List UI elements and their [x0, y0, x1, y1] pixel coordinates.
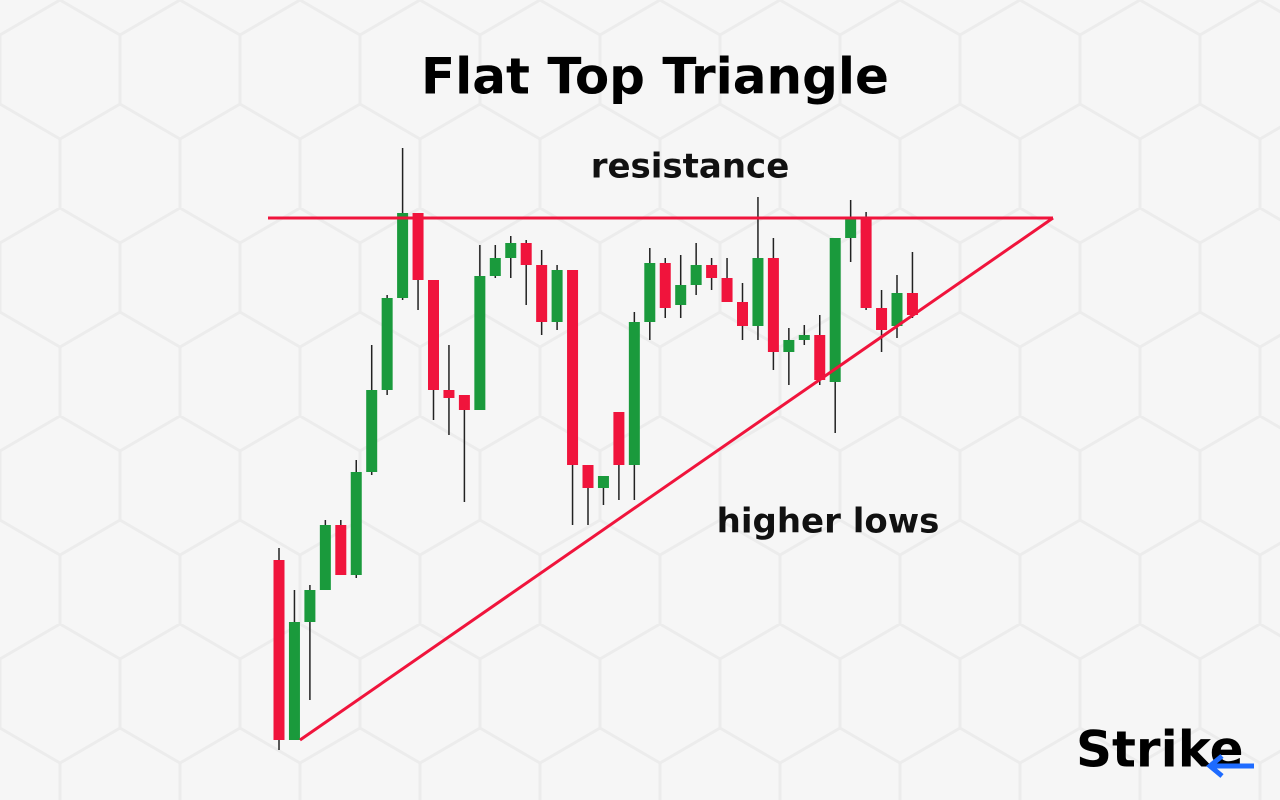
candle-body — [613, 412, 625, 465]
candle-body — [582, 465, 594, 488]
candle-body — [489, 258, 501, 276]
candle-body — [458, 395, 470, 410]
candle-body — [335, 525, 347, 575]
candle-body — [845, 218, 857, 238]
candle-body — [381, 298, 393, 390]
candle-body — [752, 258, 764, 326]
candles — [273, 148, 918, 750]
candle-body — [829, 238, 841, 382]
candle-body — [876, 308, 888, 330]
annotation: resistance — [591, 147, 790, 187]
candle-body — [288, 622, 300, 740]
candle-body — [659, 263, 671, 308]
candle-body — [767, 258, 779, 352]
annotation: higher lows — [717, 502, 940, 542]
candle-body — [721, 278, 733, 302]
candle-body — [551, 270, 563, 322]
brand-arrow — [1206, 754, 1254, 778]
candle-body — [628, 322, 640, 465]
candle-body — [397, 213, 409, 298]
candle-body — [536, 265, 548, 322]
candle-body — [474, 276, 486, 410]
candle-body — [737, 302, 748, 326]
trend-line — [299, 216, 1054, 742]
candle-body — [675, 285, 687, 305]
candle-body — [304, 590, 316, 622]
candle-body — [690, 265, 702, 285]
candle-body — [597, 476, 609, 488]
candle-body — [428, 280, 439, 390]
candle-body — [319, 525, 331, 590]
candle-body — [860, 218, 872, 308]
candle-body — [644, 263, 656, 322]
candle-body — [706, 265, 718, 278]
candle-body — [814, 335, 826, 380]
candle-body — [366, 390, 378, 472]
candle-body — [505, 243, 517, 258]
candle-body — [412, 213, 424, 280]
candle-body — [567, 270, 579, 465]
candle-body — [891, 293, 903, 326]
candle-body — [798, 335, 810, 340]
candle-body — [443, 390, 455, 398]
candle-body — [520, 243, 532, 265]
chart-title: Flat Top Triangle — [421, 48, 889, 106]
candle-body — [783, 340, 795, 352]
candle-body — [906, 293, 918, 315]
candle-body — [273, 560, 285, 740]
candle-body — [350, 472, 362, 575]
